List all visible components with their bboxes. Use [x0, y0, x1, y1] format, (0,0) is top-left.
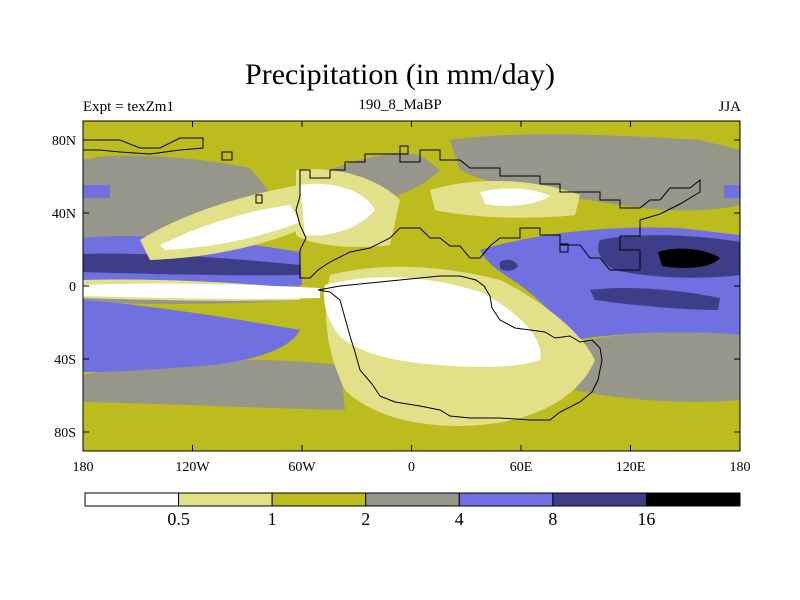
continent-outline-island-1	[399, 145, 409, 155]
experiment-label: Expt = texZm1	[83, 99, 174, 115]
field-white-subtropical-north	[160, 205, 300, 250]
field-darkblue-pacific-itcz	[83, 253, 300, 276]
field-blue-pacific-south	[83, 300, 300, 372]
colorbar-swatch	[645, 492, 741, 507]
colorbar-label: 1	[268, 509, 277, 529]
plot-title: Precipitation (in mm/day)	[245, 58, 555, 91]
colorbar: 0.5 1 2 4 8 16	[84, 492, 741, 529]
lat-tick-label: 80N	[52, 134, 76, 149]
colorbar-label: 8	[548, 509, 557, 529]
colorbar-swatch	[178, 492, 273, 507]
lat-tick-label: 0	[69, 280, 76, 295]
lon-tick-label: 180	[730, 460, 751, 475]
colorbar-swatch	[365, 492, 460, 507]
field-white-laurasia	[300, 183, 375, 236]
continent-outline-gondwana	[317, 275, 603, 421]
lat-tick-label: 40S	[54, 353, 76, 368]
colorbar-label: 2	[361, 509, 370, 529]
lon-tick-label: 180	[73, 460, 94, 475]
lon-tick-label: 120E	[616, 460, 646, 475]
field-white-gondwana	[324, 277, 541, 367]
lon-tick-label: 120W	[175, 460, 210, 475]
field-gray-south-ocean-east	[570, 332, 740, 402]
lon-tick-label: 60E	[510, 460, 533, 475]
field-darkblue-spot	[500, 259, 518, 271]
continent-outline-laurasia	[295, 149, 701, 279]
colorbar-swatch	[271, 492, 367, 507]
lat-tick-label: 40N	[52, 207, 76, 222]
lon-tick-label: 60W	[288, 460, 316, 475]
field-gray-south-pacific	[83, 359, 345, 410]
field-white-equatorial-band	[83, 283, 320, 299]
map-field	[83, 121, 740, 451]
lon-axis: 180 120W 60W 0 60E 120E 180	[73, 121, 751, 475]
field-white-asia	[480, 188, 550, 206]
lat-axis: 80N 40N 0 40S 80S	[52, 134, 740, 441]
period-label: 190_8_MaBP	[358, 97, 442, 113]
continent-outline-island-2	[255, 194, 263, 204]
colorbar-label: 0.5	[167, 509, 190, 529]
field-darkblue-southern	[590, 287, 720, 310]
season-label: JJA	[718, 99, 741, 115]
colorbar-swatch	[458, 492, 554, 507]
colorbar-label: 16	[637, 509, 655, 529]
continent-outline-island-4	[559, 243, 569, 253]
lat-tick-label: 80S	[54, 426, 76, 441]
colorbar-label: 4	[455, 509, 464, 529]
colorbar-swatch	[552, 492, 647, 507]
colorbar-swatch	[84, 492, 180, 507]
continent-outline-island-3	[221, 151, 233, 161]
field-black-max	[658, 248, 720, 268]
continent-outline-arctic	[83, 137, 204, 155]
lon-tick-label: 0	[408, 460, 415, 475]
